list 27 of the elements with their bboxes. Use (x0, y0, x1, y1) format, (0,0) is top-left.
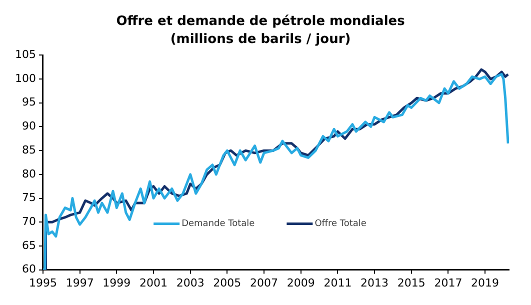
x-tick-label: 2007 (250, 276, 278, 290)
x-tick-label: 2015 (397, 276, 426, 290)
y-tick-label: 95 (22, 96, 36, 109)
x-tick-label: 2013 (360, 276, 389, 290)
x-tick-label: 1997 (66, 276, 94, 290)
x-tick-label: 2001 (140, 276, 168, 290)
chart-title: Offre et demande de pétrole mondiales (116, 14, 406, 30)
y-tick-label: 90 (22, 120, 36, 133)
y-tick-label: 85 (22, 143, 36, 156)
x-tick-label: 2005 (213, 276, 242, 290)
x-tick-label: 2003 (176, 276, 204, 290)
legend-label: Demande Totale (182, 219, 256, 230)
y-tick-label: 60 (22, 262, 36, 276)
legend-label: Offre Totale (314, 219, 367, 230)
y-tick-label: 75 (22, 191, 36, 204)
x-tick-label: 1995 (28, 276, 57, 290)
y-tick-label: 80 (22, 167, 36, 180)
y-tick-label: 65 (22, 238, 36, 252)
x-tick-label: 2009 (286, 276, 315, 290)
x-tick-label: 1999 (102, 276, 131, 290)
x-tick-label: 2017 (434, 276, 462, 290)
chart-subtitle: (millions de barils / jour) (170, 32, 351, 47)
x-tick-label: 2011 (324, 276, 352, 290)
x-tick-label: 2019 (471, 276, 500, 290)
y-tick-label: 100 (14, 72, 36, 85)
y-tick-label: 105 (14, 48, 36, 62)
y-tick-label: 70 (22, 214, 36, 228)
